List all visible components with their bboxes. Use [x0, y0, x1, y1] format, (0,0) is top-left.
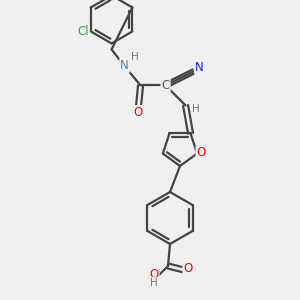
- Text: O: O: [183, 262, 193, 275]
- Text: O: O: [149, 268, 159, 281]
- Text: N: N: [120, 59, 129, 72]
- Text: Cl: Cl: [77, 25, 88, 38]
- Text: O: O: [133, 106, 142, 119]
- Text: H: H: [192, 104, 200, 114]
- Text: H: H: [131, 52, 139, 62]
- Text: O: O: [196, 146, 206, 159]
- Text: N: N: [195, 61, 204, 74]
- Text: H: H: [150, 278, 158, 288]
- Text: C: C: [161, 79, 170, 92]
